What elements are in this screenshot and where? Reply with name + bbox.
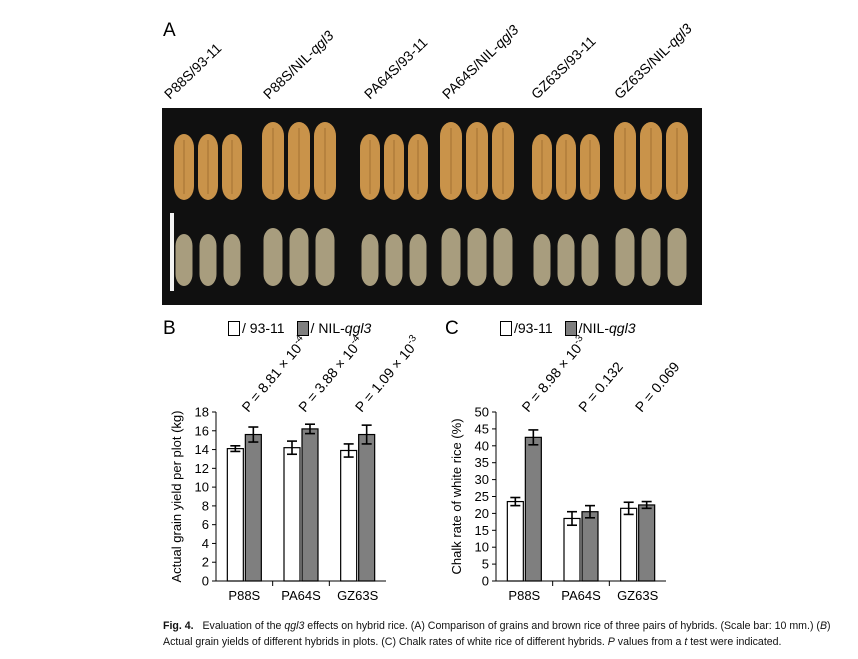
p-value-annotation: P = 0.069 <box>632 358 683 414</box>
brown-rice <box>533 234 551 286</box>
grain-photo <box>162 108 702 305</box>
genotype-label-text: PA64S/93-11 <box>360 34 431 103</box>
y-tick-label: 40 <box>475 438 489 453</box>
photo-background <box>162 108 702 305</box>
bar <box>358 433 376 582</box>
brown-rice <box>581 234 599 286</box>
bar <box>620 507 638 582</box>
brown-rice <box>361 234 379 286</box>
y-tick-label: 0 <box>202 574 209 589</box>
y-tick-label: 0 <box>482 574 489 589</box>
panel-label-b: B <box>163 318 176 339</box>
legend-c: /93-11 /NIL-qgl3 <box>500 320 635 336</box>
x-tick-label: PA64S <box>561 588 601 603</box>
brown-rice <box>641 228 661 286</box>
genotype-label: P88S/93-11 <box>161 40 225 102</box>
y-tick-label: 20 <box>475 506 489 521</box>
figure-caption: Fig. 4. Evaluation of the qgl3 effects o… <box>163 620 831 648</box>
genotype-label: GZ63S/NIL-qgl3 <box>611 20 695 102</box>
brown-rice <box>175 234 193 286</box>
y-tick-label: 35 <box>475 455 489 470</box>
genotype-label-text: GZ63S/NIL- <box>610 38 676 102</box>
scale-bar <box>170 213 174 291</box>
bar <box>226 448 244 582</box>
brown-rice <box>263 228 283 286</box>
bar <box>301 428 319 582</box>
genotype-label-text: P88S/93-11 <box>160 39 225 102</box>
bar <box>283 447 301 582</box>
y-tick-label: 2 <box>202 555 209 570</box>
legend-swatch-white <box>228 320 240 336</box>
p-value-annotation: P = 1.09 × 10-3 <box>351 333 424 415</box>
y-tick-label: 45 <box>475 421 489 436</box>
brown-rice <box>467 228 487 286</box>
p-value-base: P = 0.069 <box>632 358 683 414</box>
brown-rice <box>557 234 575 286</box>
legend-b: / 93-11 / NIL-qgl3 <box>228 320 371 336</box>
bar <box>581 511 599 582</box>
brown-rice <box>615 228 635 286</box>
x-tick-label: P88S <box>508 588 540 603</box>
legend-swatch-grey <box>564 320 577 336</box>
x-tick-label: GZ63S <box>617 588 659 603</box>
genotype-label: PA64S/NIL-qgl3 <box>439 21 522 102</box>
bar <box>340 449 358 582</box>
p-value-annotation: P = 0.132 <box>575 358 626 414</box>
y-tick-label: 6 <box>202 517 209 532</box>
brown-rice <box>667 228 687 286</box>
legend-label-grey: / NIL-qgl3 <box>310 320 372 336</box>
x-tick-label: P88S <box>228 588 260 603</box>
y-tick-label: 8 <box>202 498 209 513</box>
y-tick-label: 18 <box>195 405 209 420</box>
y-tick-label: 12 <box>195 461 209 476</box>
genotype-label-text: P88S/NIL- <box>259 45 318 102</box>
y-tick-label: 25 <box>475 489 489 504</box>
bar <box>244 433 262 582</box>
brown-rice <box>199 234 217 286</box>
y-tick-label: 10 <box>475 540 489 555</box>
genotype-label-text: GZ63S/93-11 <box>527 32 599 103</box>
legend-label-white: / 93-11 <box>242 320 285 336</box>
y-tick-label: 5 <box>482 557 489 572</box>
brown-rice <box>441 228 461 286</box>
brown-rice <box>409 234 427 286</box>
y-axis-label: Actual grain yield per plot (kg) <box>169 411 184 583</box>
brown-rice <box>315 228 335 286</box>
legend-label-white: /93-11 <box>514 320 553 336</box>
p-value-base: P = 0.132 <box>575 358 626 414</box>
bar <box>506 500 524 582</box>
brown-rice <box>385 234 403 286</box>
brown-rice <box>223 234 241 286</box>
y-tick-label: 30 <box>475 472 489 487</box>
bar <box>638 504 656 582</box>
y-tick-label: 16 <box>195 423 209 438</box>
y-tick-label: 4 <box>202 536 209 551</box>
bar <box>563 517 581 582</box>
y-tick-label: 10 <box>195 480 209 495</box>
y-tick-label: 50 <box>475 405 489 420</box>
legend-swatch-white <box>500 320 512 336</box>
chart-b-grain-yield: Actual grain yield per plot (kg) 0 2 4 6 8 10 1… <box>169 333 419 603</box>
panel-label-a: A <box>163 20 176 41</box>
x-tick-label: PA64S <box>281 588 321 603</box>
p-value-base: P = 1.09 × 10 <box>352 340 418 415</box>
y-axis-label: Chalk rate of white rice (%) <box>449 418 464 574</box>
x-tick-label: GZ63S <box>337 588 379 603</box>
y-tick-label: 14 <box>195 442 209 457</box>
legend-label-grey: /NIL-qgl3 <box>578 320 636 336</box>
genotype-label: GZ63S/93-11 <box>528 33 599 102</box>
chart-c-chalk-rate: Chalk rate of white rice (%) 0 5 10 15 20 25 30… <box>449 333 683 603</box>
brown-rice <box>289 228 309 286</box>
y-tick-label: 15 <box>475 523 489 538</box>
bar <box>524 436 542 582</box>
genotype-label-text: PA64S/NIL- <box>438 39 503 102</box>
brown-rice <box>493 228 513 286</box>
legend-swatch-grey <box>296 320 309 336</box>
panel-label-c: C <box>445 318 459 339</box>
genotype-label: PA64S/93-11 <box>361 34 431 102</box>
genotype-label: P88S/NIL-qgl3 <box>260 27 337 102</box>
